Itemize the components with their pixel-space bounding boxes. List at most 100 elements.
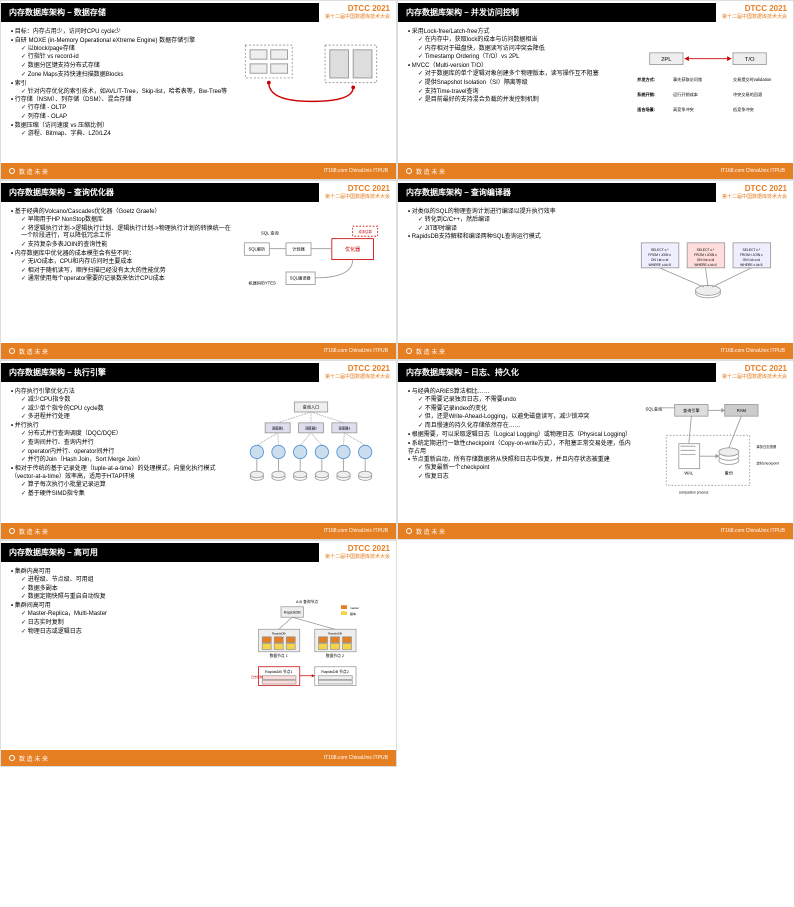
slide-title: 内存数据库架构 – 日志、持久化: [398, 363, 716, 382]
bullet: 与经典的ARIES算法相比……不需要记录独页日志，不需要undo不需要记录ind…: [408, 389, 633, 431]
event-logo: DTCC 2021 第十二届中国数据库技术大会: [319, 182, 396, 202]
bullet: 节点重新启动，所有存储数据将从快照和日志中恢复，并且内存状态被重建恢复最新一个c…: [408, 457, 633, 481]
slide-footer: 数 造 未 来 IT168.com ChinaUnix ITPUB: [1, 163, 396, 179]
sub-bullet: 而且慢速的持久化存储依然存在……: [418, 423, 633, 431]
svg-text:RapidsDB: RapidsDB: [328, 632, 342, 636]
svg-text:计划器: 计划器: [292, 245, 305, 251]
sub-bullet: 游程、Bitmap、字典、LZ0/LZ4: [21, 131, 236, 139]
svg-text:SQL查询: SQL查询: [646, 405, 663, 411]
sub-bullet: 列存储 - OLAP: [21, 114, 236, 122]
diagram: SELECT c.* FROM t JOIN c ON t.id=c.id WH…: [633, 209, 783, 335]
sub-bullet: operator内并行、operator间并行: [21, 449, 236, 457]
sub-bullet: 通常使用每个operator需要的记录数来估计CPU成本: [21, 276, 236, 284]
event-logo: DTCC 2021 第十二届中国数据库技术大会: [716, 182, 793, 202]
svg-text:冲突交易的回滚: 冲突交易的回滚: [733, 91, 762, 97]
sub-bullet: 转化到C/C++，然后编译: [418, 217, 633, 225]
bullet-list: 目标：内存占用少，访问时CPU cycle少自研 MOXE (in-Memory…: [11, 29, 236, 155]
sub-bullet: 恢复最新一个checkpoint: [418, 465, 633, 473]
sub-bullet: 数据分区键支持分布式存储: [21, 63, 236, 71]
bullet-list: 与经典的ARIES算法相比……不需要记录独页日志，不需要undo不需要记录ind…: [408, 389, 633, 515]
svg-text:2PL: 2PL: [661, 57, 672, 63]
svg-text:成本估算: 成本估算: [359, 229, 373, 234]
svg-text:A,B 查询节点: A,B 查询节点: [296, 599, 318, 604]
svg-text:compaction process: compaction process: [679, 491, 709, 495]
slide-footer: 数 造 未 来 IT168.com ChinaUnix ITPUB: [398, 523, 793, 539]
bullet: 内存执行引擎优化方法减少CPU指令数减少单个指令的CPU cycle数多进程并行…: [11, 389, 236, 422]
svg-text:SELECT c.*: SELECT c.*: [742, 248, 760, 252]
svg-text:调度器2: 调度器2: [305, 426, 317, 431]
svg-text:SELECT c.*: SELECT c.*: [651, 248, 669, 252]
svg-text:并发方式:: 并发方式:: [637, 76, 655, 82]
slide-header: 内存数据库架构 – 查询优化器 DTCC 2021 第十二届中国数据库技术大会: [1, 181, 396, 203]
slide-footer: 数 造 未 来 IT168.com ChinaUnix ITPUB: [398, 343, 793, 359]
slide: 内存数据库架构 – 高可用 DTCC 2021 第十二届中国数据库技术大会 集群…: [0, 540, 397, 767]
bullet: MVCC（Multi-version T/O）对于数据库的单个逻辑对象创建多个物…: [408, 63, 633, 105]
svg-text:低竞争冲突: 低竞争冲突: [733, 106, 754, 112]
svg-text:RapidsDB 节点2: RapidsDB 节点2: [321, 669, 349, 674]
svg-text:T/O: T/O: [745, 57, 755, 63]
sub-bullet: 进程级、节点级、可用组: [21, 577, 236, 585]
sub-bullet: 日志实时复制: [21, 620, 236, 628]
bullet: 相对于传统的基于记录处理（tuple-at-a-time）的处理模式，向量化执行…: [11, 466, 236, 498]
slide: 内存数据库架构 – 执行引擎 DTCC 2021 第十二届中国数据库技术大会 内…: [0, 360, 397, 540]
slide-title: 内存数据库架构 – 查询编译器: [398, 183, 716, 202]
svg-text:RAM: RAM: [737, 408, 747, 413]
svg-text:ON t.id=c.id: ON t.id=c.id: [743, 258, 761, 262]
svg-text:适合场景:: 适合场景:: [637, 106, 655, 112]
slide-header: 内存数据库架构 – 并发访问控制 DTCC 2021 第十二届中国数据库技术大会: [398, 1, 793, 23]
bullet-list: 基于经典的Volcano/Cascades优化器（Goetz Graefe）早期…: [11, 209, 236, 335]
bullet: 对类似的SQL的物理查询计划进行编译以提升执行效率转化到C/C++，然后编译JI…: [408, 209, 633, 233]
diagram: A,B 查询节点 RapidsDB master 副本 RapidsDB Rap…: [236, 569, 386, 742]
sub-bullet: 恢复日志: [418, 474, 633, 482]
sub-bullet: 减少CPU指令数: [21, 397, 236, 405]
sub-bullet: 算子每次执行小批量记录运算: [21, 482, 236, 490]
diagram: 2PL T/O 并发方式: 事先获取访问锁 交易提交时validation 系统…: [633, 29, 783, 155]
sub-bullet: 查询间并行、查询内并行: [21, 440, 236, 448]
svg-text:数据节点 1: 数据节点 1: [270, 653, 288, 658]
bullet: 自研 MOXE (in-Memory Operational eXtreme E…: [11, 38, 236, 80]
sub-bullet: 支持Time-travel查询: [418, 89, 633, 97]
event-logo: DTCC 2021 第十二届中国数据库技术大会: [319, 542, 396, 562]
bullet: 目标：内存占用少，访问时CPU cycle少: [11, 29, 236, 37]
sub-bullet: 不需要记录index的变化: [418, 406, 633, 414]
sub-bullet: 行指针 vs record-id: [21, 54, 236, 62]
slide: 内存数据库架构 – 日志、持久化 DTCC 2021 第十二届中国数据库技术大会…: [397, 360, 794, 540]
bullet: 集群间高可用Master-Replica，Multi-Master日志实时复制物…: [11, 603, 236, 636]
sub-bullet: 多进程并行处理: [21, 414, 236, 422]
bullet-list: 集群内高可用进程级、节点级、可用组数据多副本数据定期快照与重启自动恢复集群间高可…: [11, 569, 236, 742]
slide-footer: 数 造 未 来 IT168.com ChinaUnix ITPUB: [1, 750, 396, 766]
sub-bullet: 但，还是Write-Ahead-Logging，以避免磁盘读写，减少锁冲突: [418, 414, 633, 422]
bullet: 基于经典的Volcano/Cascades优化器（Goetz Graefe）早期…: [11, 209, 236, 250]
slide-title: 内存数据库架构 – 并发访问控制: [398, 3, 716, 22]
slide: 内存数据库架构 – 查询优化器 DTCC 2021 第十二届中国数据库技术大会 …: [0, 180, 397, 360]
slide-footer: 数 造 未 来 IT168.com ChinaUnix ITPUB: [1, 343, 396, 359]
diagram: [236, 29, 386, 155]
svg-text:定时checkpoint: 定时checkpoint: [756, 461, 779, 466]
svg-text:运行开销成本: 运行开销成本: [673, 91, 698, 97]
svg-text:WAL: WAL: [684, 471, 694, 476]
slide-footer: 数 造 未 来 IT168.com ChinaUnix ITPUB: [1, 523, 396, 539]
svg-text:FROM t JOIN c: FROM t JOIN c: [740, 253, 763, 257]
sub-bullet: 支持复杂多表JOIN的查询性能: [21, 242, 236, 250]
bullet: 采用Lock-free/Latch-free方式在内存中，获取lock的成本与访…: [408, 29, 633, 62]
svg-text:WHERE c.id=5: WHERE c.id=5: [740, 263, 762, 267]
sub-bullet: 基于硬件SIMD指令集: [21, 491, 236, 499]
slide-header: 内存数据库架构 – 查询编译器 DTCC 2021 第十二届中国数据库技术大会: [398, 181, 793, 203]
slide-header: 内存数据库架构 – 高可用 DTCC 2021 第十二届中国数据库技术大会: [1, 541, 396, 563]
slide-title: 内存数据库架构 – 查询优化器: [1, 183, 319, 202]
svg-text:事先获取访问锁: 事先获取访问锁: [673, 76, 702, 82]
svg-text:SQL解析: SQL解析: [249, 245, 266, 251]
svg-text:日志复制: 日志复制: [251, 674, 263, 679]
svg-text:机器码/BYTES: 机器码/BYTES: [249, 280, 276, 286]
diagram: SQL查询 查询引擎 RAM WAL 备份 compaction process…: [633, 389, 783, 515]
slide: 内存数据库架构 – 数据存储 DTCC 2021 第十二届中国数据库技术大会 目…: [0, 0, 397, 180]
sub-bullet: Master-Replica，Multi-Master: [21, 611, 236, 619]
svg-text:数据节点 2: 数据节点 2: [326, 653, 344, 658]
slide-title: 内存数据库架构 – 高可用: [1, 543, 319, 562]
bullet: 并行执行分布式并行查询调度（DQC/DQE）查询间并行、查询内并行operato…: [11, 423, 236, 465]
sub-bullet: 数据定期快照与重启自动恢复: [21, 594, 236, 602]
sub-bullet: 对于数据库的单个逻辑对象创建多个物理版本，读写操作互不阻塞: [418, 71, 633, 79]
slide: 内存数据库架构 – 查询编译器 DTCC 2021 第十二届中国数据库技术大会 …: [397, 180, 794, 360]
svg-text:RapidsDB 节点1: RapidsDB 节点1: [265, 669, 293, 674]
sub-bullet: 以block/page存储: [21, 46, 236, 54]
